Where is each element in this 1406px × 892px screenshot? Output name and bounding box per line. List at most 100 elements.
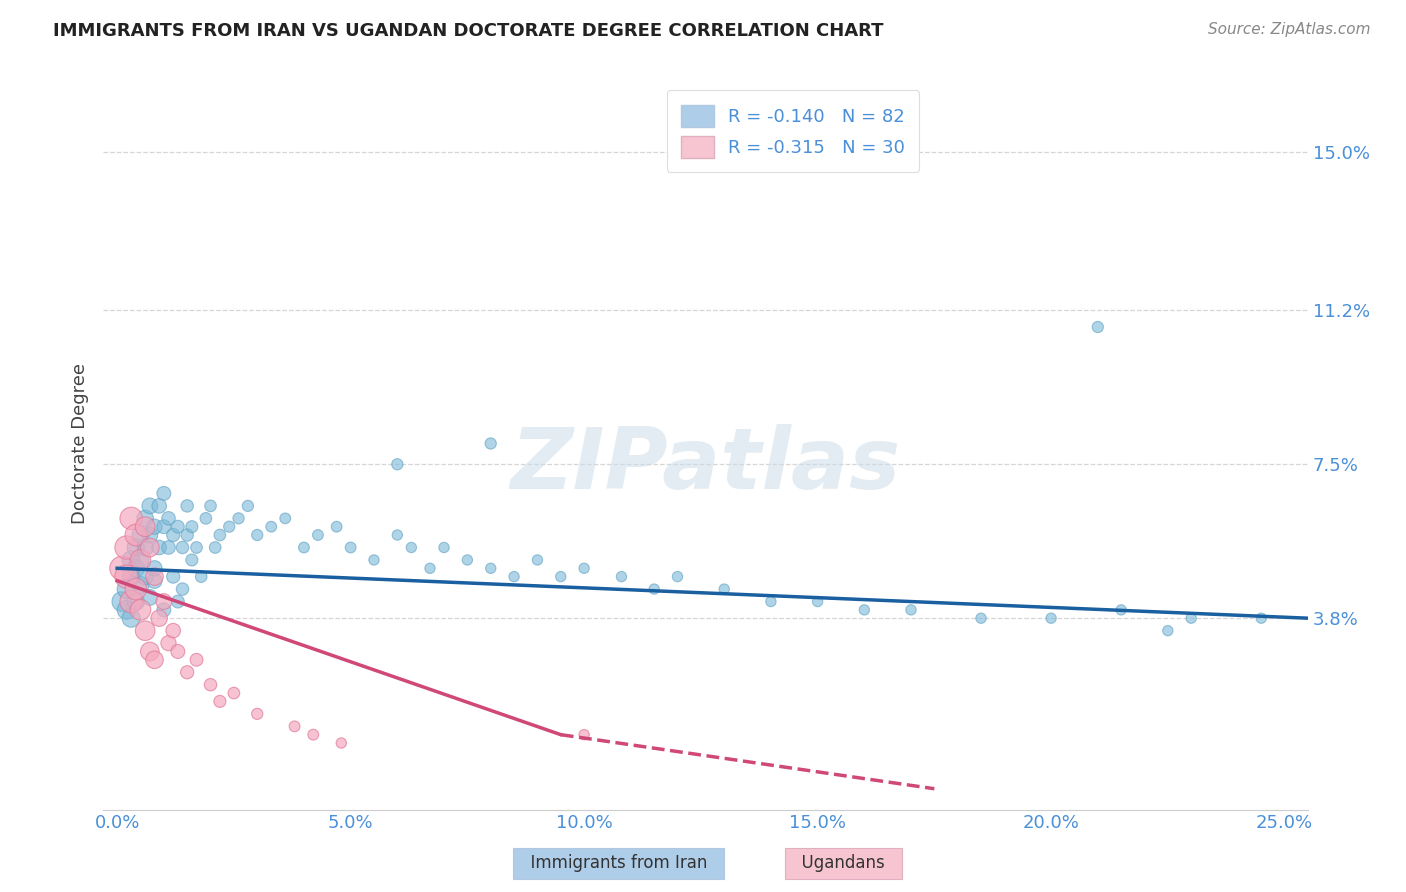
Point xyxy=(148,499,170,513)
Point xyxy=(125,594,148,608)
Point xyxy=(194,511,217,525)
Point xyxy=(157,511,180,525)
Point xyxy=(853,603,876,617)
Point xyxy=(1157,624,1180,638)
Point xyxy=(610,569,633,583)
Point xyxy=(260,519,283,533)
Point xyxy=(157,636,180,650)
Point xyxy=(139,499,162,513)
Point xyxy=(503,569,526,583)
Point xyxy=(115,603,138,617)
Point xyxy=(134,569,156,583)
Point xyxy=(186,541,208,555)
Point xyxy=(125,528,148,542)
Point xyxy=(302,728,325,742)
Point xyxy=(190,569,212,583)
Point xyxy=(139,541,162,555)
Point xyxy=(139,644,162,658)
Point xyxy=(228,511,250,525)
Point xyxy=(153,603,176,617)
Point xyxy=(115,582,138,596)
Point xyxy=(1250,611,1272,625)
Point xyxy=(172,541,194,555)
Point xyxy=(134,541,156,555)
Point xyxy=(143,569,166,583)
Point xyxy=(134,624,156,638)
Point xyxy=(143,574,166,588)
Legend: R = -0.140   N = 82, R = -0.315   N = 30: R = -0.140 N = 82, R = -0.315 N = 30 xyxy=(666,90,920,172)
Point xyxy=(572,728,595,742)
Point xyxy=(120,569,142,583)
Point xyxy=(157,541,180,555)
Point xyxy=(120,611,142,625)
Point xyxy=(246,706,269,721)
Point xyxy=(759,594,782,608)
Y-axis label: Doctorate Degree: Doctorate Degree xyxy=(72,363,89,524)
Point xyxy=(1040,611,1063,625)
Point xyxy=(162,624,184,638)
Point xyxy=(115,541,138,555)
Point xyxy=(236,499,259,513)
Point xyxy=(970,611,993,625)
Point xyxy=(162,528,184,542)
Point xyxy=(166,594,188,608)
Point xyxy=(120,511,142,525)
Point xyxy=(125,561,148,575)
Point xyxy=(572,561,595,575)
Point xyxy=(143,561,166,575)
Point xyxy=(713,582,735,596)
Point xyxy=(274,511,297,525)
Point xyxy=(401,541,423,555)
Point xyxy=(176,499,198,513)
Point xyxy=(218,519,240,533)
Point xyxy=(153,486,176,500)
Point xyxy=(526,553,548,567)
Point xyxy=(162,569,184,583)
Point xyxy=(208,694,231,708)
Point xyxy=(643,582,665,596)
Point xyxy=(148,611,170,625)
Point xyxy=(387,458,409,472)
Point xyxy=(172,582,194,596)
Point xyxy=(200,678,222,692)
Point xyxy=(433,541,456,555)
Point xyxy=(134,519,156,533)
Point xyxy=(111,594,134,608)
Point xyxy=(134,511,156,525)
Point xyxy=(129,603,152,617)
Point xyxy=(387,528,409,542)
Point xyxy=(166,519,188,533)
Point xyxy=(139,591,162,605)
Point xyxy=(204,541,226,555)
Point xyxy=(176,528,198,542)
Point xyxy=(186,653,208,667)
Point xyxy=(139,528,162,542)
Point xyxy=(807,594,830,608)
Text: IMMIGRANTS FROM IRAN VS UGANDAN DOCTORATE DEGREE CORRELATION CHART: IMMIGRANTS FROM IRAN VS UGANDAN DOCTORAT… xyxy=(53,22,884,40)
Point xyxy=(120,594,142,608)
Point xyxy=(284,719,307,733)
Point xyxy=(325,519,347,533)
Point xyxy=(129,553,152,567)
Point xyxy=(180,519,202,533)
Point xyxy=(666,569,689,583)
Point xyxy=(129,553,152,567)
Point xyxy=(148,541,170,555)
Point xyxy=(153,519,176,533)
Text: Immigrants from Iran: Immigrants from Iran xyxy=(520,855,717,872)
Point xyxy=(115,569,138,583)
Point xyxy=(111,561,134,575)
Point xyxy=(1087,320,1109,334)
Point xyxy=(900,603,922,617)
Text: Ugandans: Ugandans xyxy=(792,855,896,872)
Text: ZIPatlas: ZIPatlas xyxy=(510,424,901,507)
Point xyxy=(339,541,361,555)
Point xyxy=(120,553,142,567)
Point xyxy=(330,736,353,750)
Point xyxy=(1109,603,1132,617)
Point xyxy=(166,644,188,658)
Point xyxy=(125,541,148,555)
Point xyxy=(153,594,176,608)
Point xyxy=(479,561,502,575)
Point xyxy=(456,553,478,567)
